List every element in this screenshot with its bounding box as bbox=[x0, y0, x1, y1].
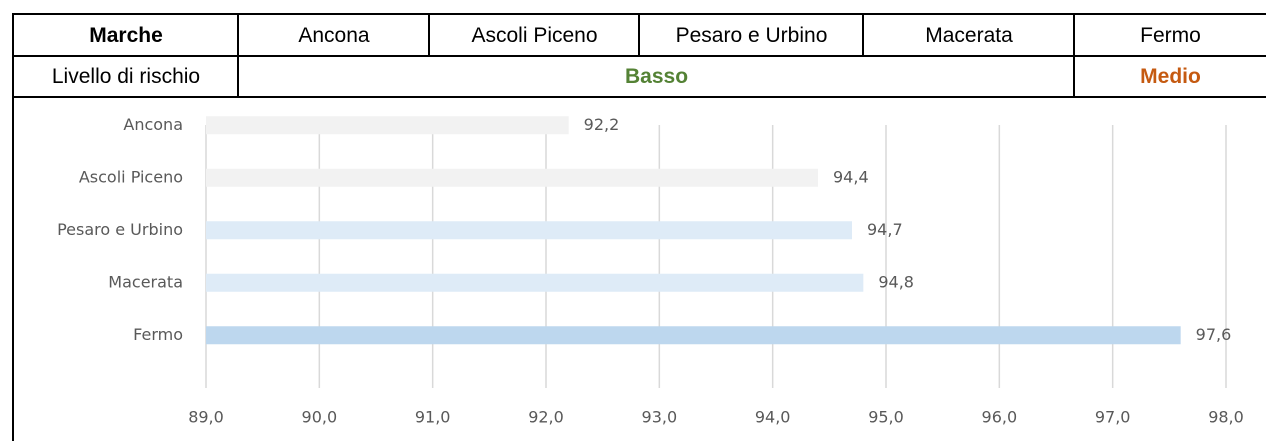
y-tick-label: Ascoli Piceno bbox=[79, 167, 183, 186]
table-header-cell: Macerata bbox=[862, 13, 1074, 56]
x-tick-label: 94,0 bbox=[755, 408, 791, 427]
table-header-cell: Fermo bbox=[1073, 13, 1266, 56]
x-tick-label: 97,0 bbox=[1095, 408, 1131, 427]
y-tick-label: Fermo bbox=[133, 325, 183, 344]
y-tick-label: Ancona bbox=[123, 115, 183, 134]
chart-border bbox=[12, 97, 14, 441]
x-tick-label: 89,0 bbox=[188, 408, 224, 427]
x-tick-label: 93,0 bbox=[642, 408, 678, 427]
risk-level: Medio bbox=[1073, 55, 1266, 98]
x-tick-label: 90,0 bbox=[302, 408, 338, 427]
table-cell: Livello di rischio bbox=[12, 55, 238, 98]
bar bbox=[206, 221, 852, 240]
x-tick-label: 98,0 bbox=[1208, 408, 1244, 427]
value-label: 97,6 bbox=[1196, 325, 1232, 344]
table-header-cell: Pesaro e Urbino bbox=[638, 13, 863, 56]
table-header-cell: Marche bbox=[12, 13, 238, 56]
y-tick-label: Pesaro e Urbino bbox=[57, 220, 183, 239]
bar bbox=[206, 326, 1181, 345]
risk-level: Basso bbox=[237, 55, 1074, 98]
x-tick-label: 91,0 bbox=[415, 408, 451, 427]
value-label: 94,4 bbox=[833, 167, 869, 186]
table-header-cell: Ancona bbox=[237, 13, 429, 56]
value-label: 92,2 bbox=[584, 115, 620, 134]
bar bbox=[206, 273, 864, 292]
bar bbox=[206, 168, 818, 187]
value-label: 94,8 bbox=[878, 272, 914, 291]
bar bbox=[206, 116, 569, 135]
value-label: 94,7 bbox=[867, 220, 903, 239]
x-tick-label: 96,0 bbox=[982, 408, 1018, 427]
x-tick-label: 92,0 bbox=[528, 408, 564, 427]
table-header-cell: Ascoli Piceno bbox=[428, 13, 639, 56]
x-tick-label: 95,0 bbox=[868, 408, 904, 427]
y-tick-label: Macerata bbox=[108, 272, 183, 291]
